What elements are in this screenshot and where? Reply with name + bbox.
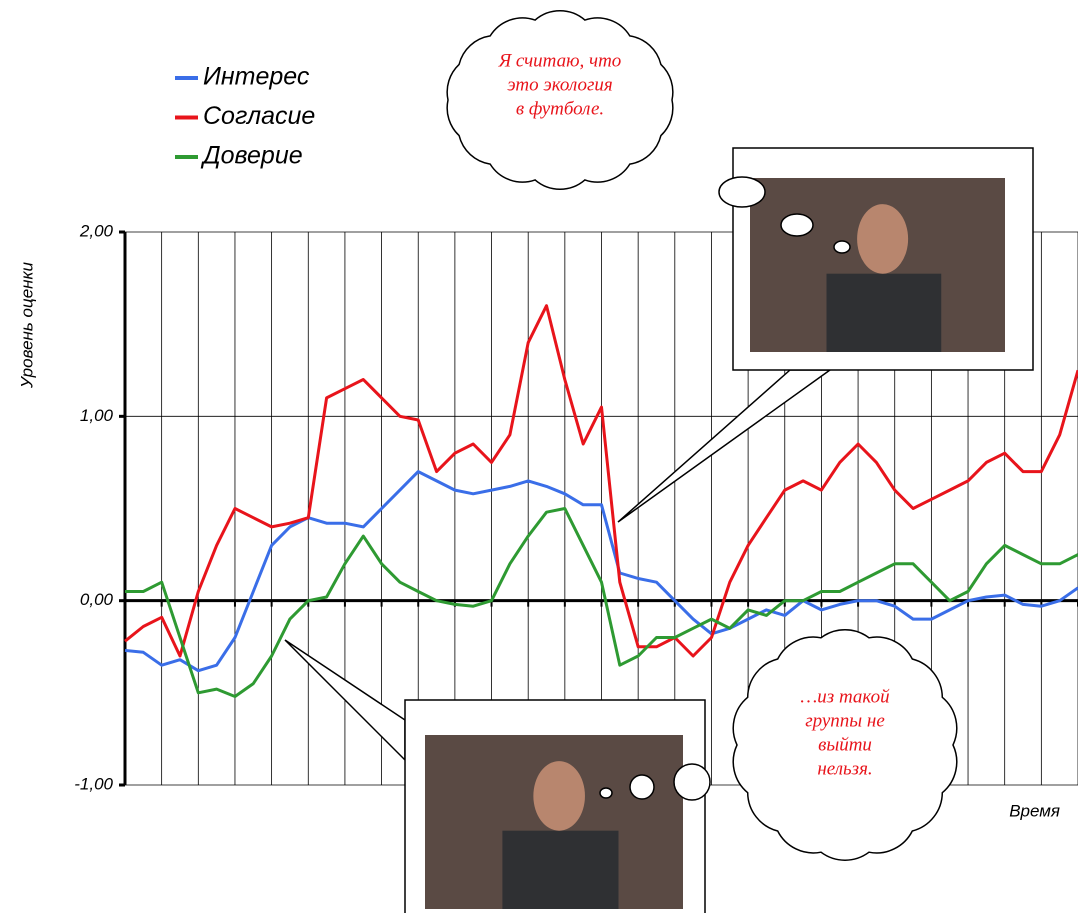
series-line (124, 470, 1078, 673)
thought-bubble (833, 240, 851, 254)
y-axis-label: Уровень оценки (17, 261, 36, 389)
annotation-text: выйти (818, 734, 872, 755)
cloud (446, 10, 674, 190)
thought-bubble (629, 774, 655, 800)
thought-bubble (673, 763, 711, 801)
photo-figure (826, 273, 942, 352)
cloud (732, 629, 958, 861)
callout-pointer (617, 369, 833, 523)
y-tick-label: 1,00 (80, 406, 114, 425)
legend-label: Согласие (203, 102, 315, 130)
annotation-text: Я считаю, что (498, 50, 622, 71)
photo-figure (502, 830, 619, 909)
y-tick-label: 0,00 (80, 590, 114, 609)
annotation-text: группы не (805, 710, 885, 731)
thought-bubble (718, 176, 766, 208)
annotation-text: это экология (507, 74, 612, 95)
series-line (124, 304, 1078, 658)
thought-bubble (599, 787, 613, 799)
y-tick-label: 2,00 (79, 221, 114, 240)
series-line (125, 507, 1078, 698)
y-tick-label: -1,00 (74, 774, 113, 793)
annotation-text: …из такой (800, 686, 890, 707)
thought-bubble (780, 213, 814, 237)
annotation-text: нельзя. (817, 758, 872, 779)
photo-face (533, 761, 585, 831)
legend-label: Доверие (200, 142, 303, 170)
legend-label: Интерес (203, 63, 310, 91)
annotation-text: в футболе. (516, 98, 604, 119)
x-axis-label: Время (1009, 801, 1060, 820)
photo-face (857, 204, 909, 274)
